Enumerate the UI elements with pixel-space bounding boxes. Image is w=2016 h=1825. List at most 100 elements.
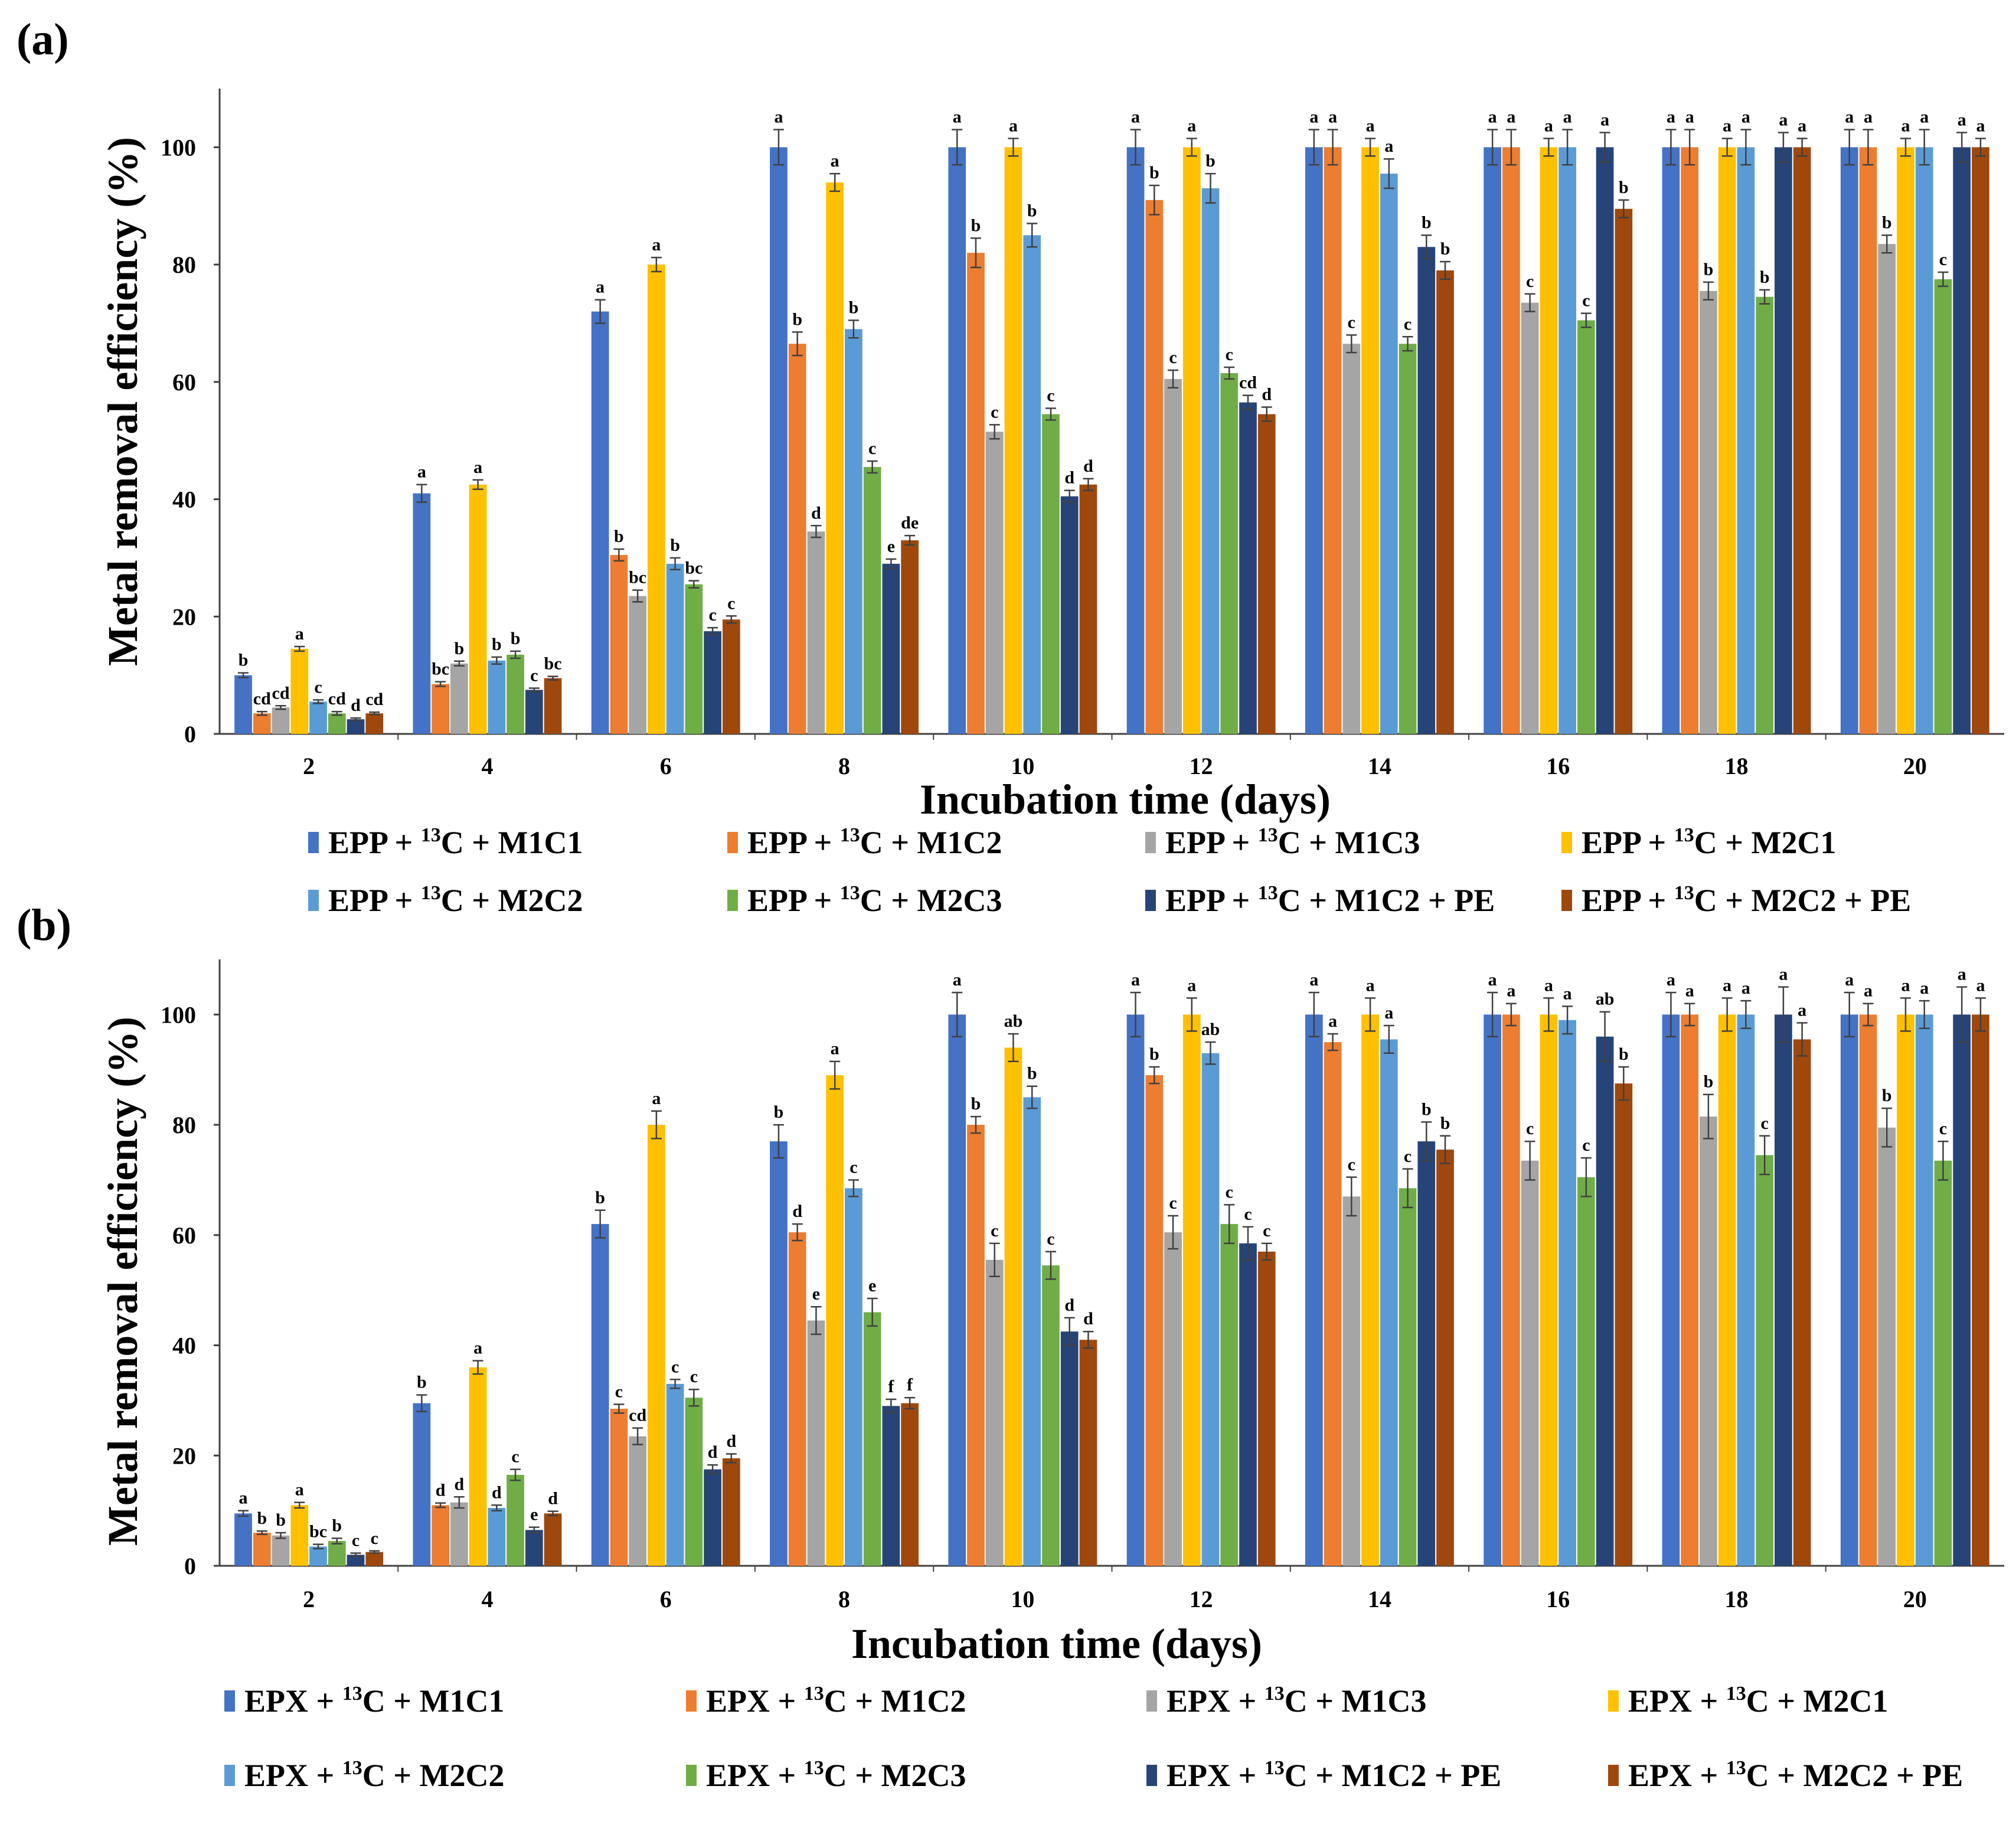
significance-label: a (1563, 107, 1572, 127)
bar (863, 1312, 881, 1566)
significance-label: a (1723, 975, 1731, 995)
significance-label: e (530, 1505, 538, 1524)
significance-label: b (1882, 213, 1892, 232)
significance-label: a (473, 458, 482, 477)
error-bar (1224, 1204, 1235, 1245)
significance-label: b (792, 309, 802, 329)
significance-label: c (1263, 1221, 1270, 1240)
error-bar (1440, 260, 1451, 280)
error-bar (472, 479, 483, 490)
bar (1042, 1265, 1060, 1566)
bar (1239, 402, 1257, 734)
bar (1775, 147, 1792, 734)
error-bar (528, 1526, 540, 1534)
x-tick-label: 20 (1903, 1586, 1927, 1612)
significance-label: c (1226, 1182, 1233, 1202)
error-bar (669, 557, 681, 571)
bar (704, 631, 721, 734)
significance-label: a (1328, 1011, 1337, 1031)
bar (1521, 302, 1539, 734)
bar (629, 596, 647, 734)
significance-label: b (670, 536, 680, 555)
legend-label: EPX + 13C + M2C2 (244, 1757, 505, 1793)
bar (328, 1540, 346, 1566)
bar (826, 182, 844, 734)
x-tick-labels-b: 2 4 6 8 10 12 14 16 18 20 (303, 1566, 1927, 1612)
significance-label: c (690, 1367, 698, 1386)
legend-label: EPP + 13C + M2C3 (747, 882, 1002, 918)
error-bar (1224, 366, 1235, 380)
bar (1915, 1014, 1933, 1566)
significance-label: b (1760, 267, 1770, 287)
bar (1436, 1150, 1454, 1566)
x-tick-label: 18 (1725, 753, 1749, 779)
significance-label: b (276, 1510, 286, 1530)
error-bar (294, 645, 305, 652)
significance-label: d (1262, 385, 1272, 404)
error-bar (275, 1532, 286, 1539)
significance-label: c (1244, 1204, 1252, 1224)
error-bar (1149, 1066, 1160, 1085)
error-bar (1721, 138, 1733, 157)
significance-label: c (314, 677, 322, 697)
error-bar (1027, 1085, 1038, 1109)
significance-label: c (1047, 386, 1054, 406)
legend-label: EPP + 13C + M1C2 + PE (1165, 882, 1495, 918)
error-bar (970, 237, 981, 269)
error-bar (989, 424, 1000, 440)
error-bar (886, 558, 897, 570)
legend-item: EPP + 13C + M2C2 (308, 882, 583, 918)
significance-label: a (1131, 107, 1140, 127)
significance-label: d (792, 1202, 802, 1221)
error-bar (453, 660, 465, 667)
error-bar (1759, 1135, 1770, 1176)
bar (882, 1406, 900, 1566)
bar (365, 1552, 384, 1566)
significance-label: a (1779, 110, 1788, 130)
significance-label: c (352, 1531, 360, 1550)
error-bar (1205, 1041, 1216, 1065)
legend-label: EPX + 13C + M2C3 (706, 1757, 966, 1793)
significance-label: b (774, 1102, 784, 1122)
significance-label: e (812, 1284, 820, 1304)
error-bar (256, 710, 267, 716)
error-bar (1383, 158, 1394, 190)
significance-label: d (1083, 456, 1093, 476)
legend-item: EPX + 13C + M2C2 + PE (1608, 1757, 1963, 1793)
bar (666, 563, 684, 734)
error-bar (1524, 293, 1535, 312)
error-bar (1505, 1003, 1517, 1027)
y-axis-title-b: Metal removal efficiency (%) (99, 1017, 146, 1546)
bar (591, 1224, 609, 1566)
error-bar (510, 650, 521, 660)
bar (1079, 1340, 1097, 1566)
bar (1484, 1014, 1502, 1566)
bar (770, 147, 788, 734)
bar (1540, 147, 1558, 734)
legend-item: EPX + 13C + M2C2 (224, 1757, 505, 1793)
bar (610, 554, 628, 734)
error-bar (1975, 997, 1986, 1032)
bar (1558, 1020, 1576, 1566)
significance-label: c (991, 1221, 998, 1240)
x-tick-label: 16 (1546, 753, 1570, 779)
error-bar (848, 1179, 859, 1197)
significance-label: c (849, 1157, 857, 1177)
error-bar (1580, 312, 1592, 328)
significance-label: d (454, 1474, 464, 1494)
significance-label: bc (544, 654, 562, 674)
significance-label: a (1187, 116, 1196, 135)
error-bar (1308, 991, 1319, 1037)
bar (253, 713, 271, 734)
significance-label: b (1027, 1064, 1037, 1083)
significance-label: cd (328, 689, 346, 709)
error-bar (1487, 991, 1498, 1037)
error-bar (416, 1394, 427, 1412)
error-bar (594, 1209, 606, 1239)
significance-label: a (1958, 110, 1966, 130)
error-bar (1543, 138, 1554, 157)
bar (1060, 1331, 1079, 1566)
legend-label: EPP + 13C + M1C3 (1165, 824, 1420, 860)
bar (1662, 1014, 1680, 1566)
significance-label: a (831, 151, 839, 171)
